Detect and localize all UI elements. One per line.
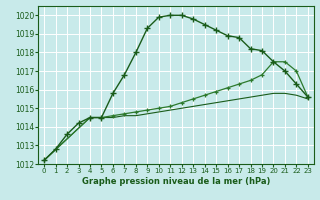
X-axis label: Graphe pression niveau de la mer (hPa): Graphe pression niveau de la mer (hPa)	[82, 177, 270, 186]
